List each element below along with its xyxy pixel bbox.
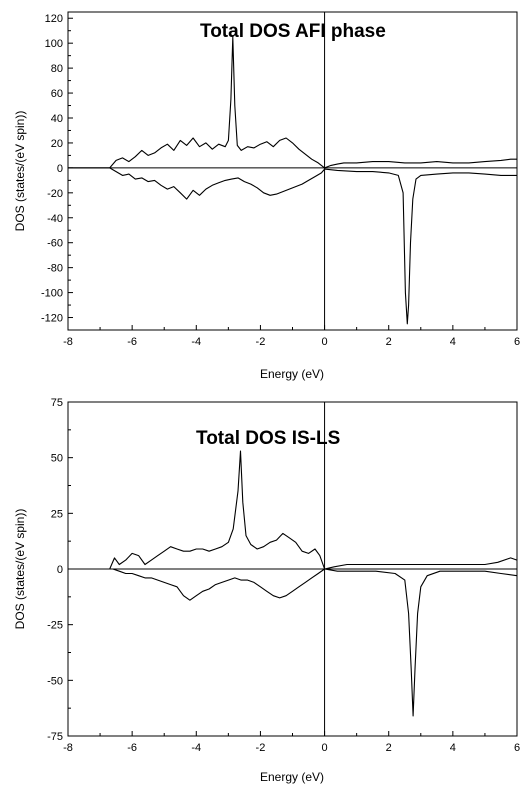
y-tick-label: -20 <box>47 188 63 200</box>
series-line-spin-up <box>68 450 518 570</box>
y-axis-label: DOS (states/(eV spin)) <box>13 509 27 630</box>
x-tick-label: -4 <box>191 742 201 754</box>
y-tick-label: 100 <box>45 38 63 50</box>
x-tick-label: -2 <box>256 336 266 348</box>
chart-afi-phase: Total DOS AFI phase Energy (eV) DOS (sta… <box>13 11 520 381</box>
series-line-spin-up <box>68 36 517 169</box>
ticks: -8 -6 -4 -2 0 2 4 6 -75 -50 -25 0 25 50 75 <box>47 397 520 754</box>
series <box>68 450 518 717</box>
y-tick-label: -75 <box>47 731 63 743</box>
x-tick-label: -2 <box>256 742 266 754</box>
x-tick-label: -8 <box>63 336 73 348</box>
x-tick-label: 0 <box>322 742 328 754</box>
x-tick-label: -6 <box>127 336 137 348</box>
y-tick-label: 50 <box>51 453 63 465</box>
x-tick-label: 6 <box>514 336 520 348</box>
ticks: -8 -6 -4 -2 0 2 4 6-120-100-80-60-40-2002040608… <box>41 13 520 348</box>
x-tick-label: 2 <box>386 336 392 348</box>
chart-title: Total DOS AFI phase <box>200 21 386 42</box>
y-tick-label: 25 <box>51 508 63 520</box>
y-tick-label: -40 <box>47 213 63 225</box>
x-tick-label: 4 <box>450 742 456 754</box>
x-axis-label: Energy (eV) <box>260 367 324 381</box>
y-tick-label: 60 <box>51 88 63 100</box>
x-tick-label: -8 <box>63 742 73 754</box>
x-tick-label: 6 <box>514 742 520 754</box>
y-tick-label: 120 <box>45 13 63 25</box>
x-tick-label: 2 <box>386 742 392 754</box>
y-tick-label: 0 <box>57 564 63 576</box>
y-tick-label: 0 <box>57 163 63 175</box>
series <box>68 36 517 325</box>
y-tick-label: 40 <box>51 113 63 125</box>
series-line-spin-down <box>68 167 517 325</box>
x-tick-label: -6 <box>127 742 137 754</box>
x-tick-label: 0 <box>322 336 328 348</box>
chart-title: Total DOS IS-LS <box>196 428 340 449</box>
y-tick-label: -120 <box>41 313 63 325</box>
y-tick-label: 80 <box>51 63 63 75</box>
plot-frame <box>67 11 518 331</box>
y-axis-label: DOS (states/(eV spin)) <box>13 111 27 232</box>
x-axis-label: Energy (eV) <box>260 770 324 784</box>
y-tick-label: -80 <box>47 263 63 275</box>
series-line-spin-down <box>68 568 518 717</box>
chart-is-ls: Total DOS IS-LS Energy (eV) DOS (states/… <box>13 397 520 784</box>
y-tick-label: -25 <box>47 620 63 632</box>
y-tick-label: -50 <box>47 675 63 687</box>
y-tick-label: -100 <box>41 288 63 300</box>
x-tick-label: 4 <box>450 336 456 348</box>
x-tick-label: -4 <box>191 336 201 348</box>
y-tick-label: -60 <box>47 238 63 250</box>
y-tick-label: 20 <box>51 138 63 150</box>
y-tick-label: 75 <box>51 397 63 409</box>
